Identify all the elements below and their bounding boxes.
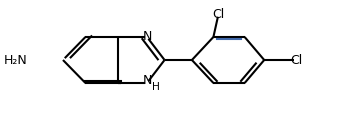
Text: Cl: Cl — [212, 8, 224, 22]
Text: H₂N: H₂N — [4, 54, 28, 67]
Text: Cl: Cl — [290, 54, 303, 67]
Text: N: N — [142, 74, 152, 87]
Text: H: H — [152, 82, 160, 92]
Text: N: N — [142, 30, 152, 44]
